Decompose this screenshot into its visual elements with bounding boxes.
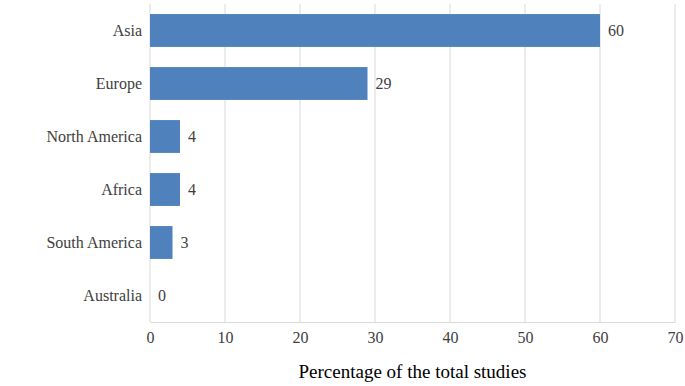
data-label: 4 xyxy=(188,181,196,198)
bar xyxy=(150,67,368,100)
y-axis: Asia Europe North America Africa South Ameri… xyxy=(46,22,150,304)
bar xyxy=(150,226,173,259)
y-tick: North America xyxy=(46,128,150,145)
y-tick: Europe xyxy=(96,75,150,93)
data-labels: 60 29 4 4 3 0 xyxy=(158,22,624,304)
bar xyxy=(150,279,151,312)
plot-area: 010203040506070AsiaEuropeNorth AmericaAf… xyxy=(46,4,683,346)
grid-line xyxy=(150,4,151,322)
x-axis-line xyxy=(151,322,676,323)
y-tick: South America xyxy=(46,234,150,251)
x-tick: 60 xyxy=(593,322,609,346)
x-axis-title: Percentage of the total studies xyxy=(299,361,527,382)
grid-line xyxy=(375,4,376,322)
chart: 010203040506070AsiaEuropeNorth AmericaAf… xyxy=(0,0,685,386)
y-tick-label: South America xyxy=(46,234,142,251)
bar xyxy=(150,14,600,47)
x-tick-label: 0 xyxy=(147,329,155,346)
grid-line xyxy=(600,4,601,322)
x-axis: 0 10 20 30 40 50 60 70 xyxy=(147,322,684,346)
x-tick: 20 xyxy=(293,322,309,346)
x-tick: 70 xyxy=(668,322,684,346)
y-tick-label: Australia xyxy=(83,287,142,304)
y-tick: Africa xyxy=(101,181,150,198)
x-tick-label: 60 xyxy=(593,329,609,346)
data-label: 0 xyxy=(158,287,166,304)
y-tick: Australia xyxy=(83,287,150,304)
x-tick-label: 40 xyxy=(443,329,459,346)
data-label: 29 xyxy=(376,75,392,92)
y-tick-label: Africa xyxy=(101,181,142,198)
bar xyxy=(150,120,180,153)
grid-line xyxy=(525,4,526,322)
y-tick-label: Europe xyxy=(96,75,142,93)
x-tick-label: 50 xyxy=(518,329,534,346)
x-tick: 40 xyxy=(443,322,459,346)
data-label: 3 xyxy=(181,234,189,251)
grid-line xyxy=(450,4,451,322)
bars xyxy=(150,14,600,259)
bar xyxy=(150,173,180,206)
x-tick: 30 xyxy=(368,322,384,346)
grid-line xyxy=(675,4,676,322)
x-tick-label: 70 xyxy=(668,329,684,346)
x-tick-label: 20 xyxy=(293,329,309,346)
grid-line xyxy=(300,4,301,322)
x-tick: 50 xyxy=(518,322,534,346)
data-label: 60 xyxy=(608,22,624,39)
y-tick-label: North America xyxy=(46,128,142,145)
grid-line xyxy=(225,4,226,322)
y-tick-label: Asia xyxy=(113,22,142,39)
grid xyxy=(150,4,675,322)
x-tick: 10 xyxy=(218,322,234,346)
y-tick: Asia xyxy=(113,22,150,39)
x-tick: 0 xyxy=(147,322,155,346)
x-tick-label: 10 xyxy=(218,329,234,346)
data-label: 4 xyxy=(188,128,196,145)
x-tick-label: 30 xyxy=(368,329,384,346)
